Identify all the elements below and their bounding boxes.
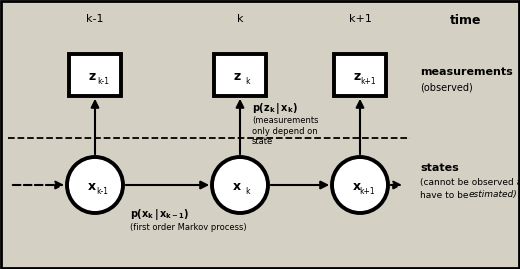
Text: k: k [245, 187, 249, 196]
Text: state: state [252, 137, 273, 147]
Text: $\mathbf{p(z_k\,|\,x_k)}$: $\mathbf{p(z_k\,|\,x_k)}$ [252, 101, 297, 115]
Text: $\mathbf{z}$: $\mathbf{z}$ [353, 70, 361, 83]
Text: (first order Markov process): (first order Markov process) [130, 224, 246, 232]
Text: $\mathbf{x}$: $\mathbf{x}$ [87, 180, 97, 193]
Text: k: k [237, 14, 243, 24]
Bar [69, 54, 121, 96]
Text: estimated): estimated) [469, 190, 518, 200]
Text: (measurements: (measurements [252, 115, 318, 125]
Circle shape [212, 157, 268, 213]
Text: (cannot be observed and: (cannot be observed and [420, 178, 520, 186]
Text: (observed): (observed) [420, 83, 473, 93]
Text: time: time [450, 14, 482, 27]
Circle shape [332, 157, 388, 213]
Text: k: k [246, 77, 250, 87]
Text: k+1: k+1 [348, 14, 371, 24]
Circle shape [67, 157, 123, 213]
Text: have to be: have to be [420, 190, 471, 200]
Text: k-1: k-1 [96, 187, 108, 196]
Text: only depend on: only depend on [252, 126, 318, 136]
Bar [214, 54, 266, 96]
Text: k+1: k+1 [360, 77, 376, 87]
Text: $\mathbf{x}$: $\mathbf{x}$ [232, 180, 242, 193]
Text: states: states [420, 163, 459, 173]
Text: k-1: k-1 [97, 77, 109, 87]
Text: $\mathbf{z}$: $\mathbf{z}$ [88, 70, 96, 83]
Text: k+1: k+1 [359, 187, 375, 196]
Bar [334, 54, 386, 96]
Text: k-1: k-1 [86, 14, 104, 24]
Text: $\mathbf{p(x_k\,|\,x_{k-1})}$: $\mathbf{p(x_k\,|\,x_{k-1})}$ [130, 207, 189, 222]
Text: $\mathbf{z}$: $\mathbf{z}$ [232, 70, 241, 83]
Text: $\mathbf{x}$: $\mathbf{x}$ [352, 180, 362, 193]
Text: measurements: measurements [420, 67, 513, 77]
